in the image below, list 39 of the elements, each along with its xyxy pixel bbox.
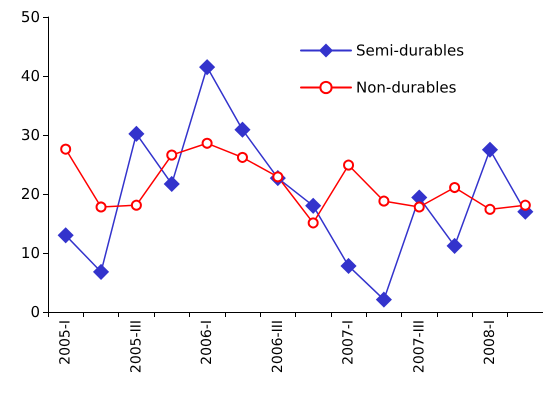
point xyxy=(93,264,109,280)
y-tick-label: 30 xyxy=(20,126,40,144)
point xyxy=(128,126,144,142)
legend-label: Semi-durables xyxy=(356,42,464,60)
y-tick-label: 10 xyxy=(20,244,40,262)
point xyxy=(199,59,215,75)
y-tick-label: 40 xyxy=(20,67,40,85)
point xyxy=(484,204,496,215)
point xyxy=(446,238,462,254)
point xyxy=(520,200,531,211)
y-tick-label: 50 xyxy=(20,8,40,26)
point xyxy=(236,152,248,163)
point xyxy=(343,160,354,171)
x-tick-label: 2005-I xyxy=(58,320,74,365)
point xyxy=(449,182,460,194)
y-tick-label: 20 xyxy=(20,185,40,203)
x-tick-label: 2007-III xyxy=(411,320,428,374)
y-tick-label: 0 xyxy=(30,303,40,321)
point xyxy=(60,144,72,155)
x-tick-label: 2005-III xyxy=(128,320,144,374)
point xyxy=(482,142,498,158)
point xyxy=(308,217,319,228)
point xyxy=(166,150,178,161)
point xyxy=(202,138,213,149)
point xyxy=(234,122,250,138)
legend-label: Non-durables xyxy=(356,78,457,96)
x-tick-label: 2006-I xyxy=(199,320,216,365)
point xyxy=(305,198,321,214)
point xyxy=(414,201,425,212)
x-tick-label: 2008-I xyxy=(482,320,498,365)
point xyxy=(130,200,142,211)
point xyxy=(164,176,180,192)
x-tick-label: 2007-I xyxy=(340,320,357,365)
point xyxy=(96,201,107,212)
point xyxy=(58,228,74,244)
point xyxy=(378,196,390,207)
point xyxy=(340,258,356,274)
x-tick-label: 2006-III xyxy=(270,320,286,374)
point xyxy=(376,292,392,308)
